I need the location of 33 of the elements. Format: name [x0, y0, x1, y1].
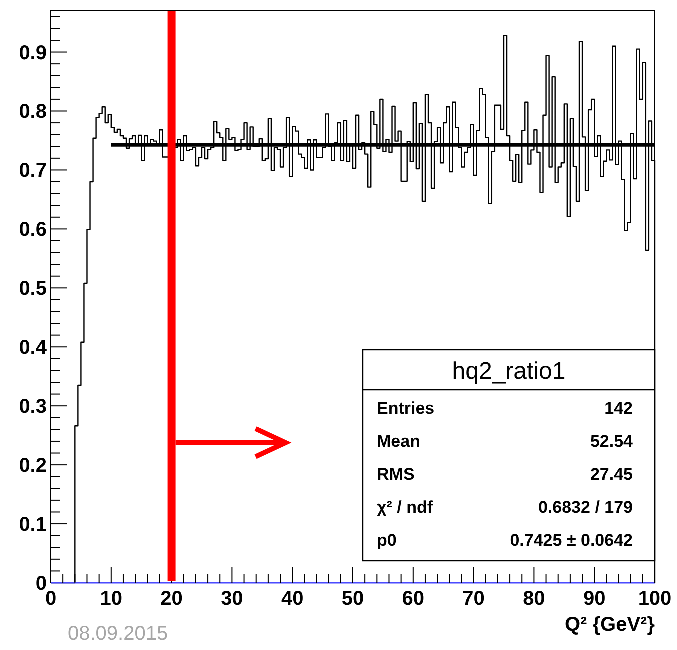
- y-tick-label: 0.1: [19, 514, 47, 536]
- y-tick-label: 0.2: [19, 455, 47, 478]
- x-tick-label: 40: [281, 588, 304, 610]
- annotation: p0: [377, 531, 397, 550]
- x-tick-label: 30: [221, 588, 244, 610]
- y-tick-label: 0.9: [19, 42, 47, 64]
- x-tick-label: 90: [583, 588, 606, 610]
- y-tick-label: 0.4: [19, 337, 48, 360]
- x-tick-label: 20: [160, 588, 183, 610]
- annotation: 52.54: [590, 432, 634, 451]
- annotation: 0.7425 ± 0.0642: [510, 531, 633, 550]
- x-tick-label: 80: [523, 588, 546, 610]
- y-tick-label: 0.8: [19, 101, 47, 124]
- x-axis-title: Q² {GeV²}: [564, 614, 656, 636]
- y-tick-label: 0: [36, 573, 47, 595]
- x-tick-label: 10: [100, 588, 123, 610]
- annotation: 0.6832 / 179: [538, 498, 633, 517]
- y-tick-label: 0.5: [19, 278, 47, 300]
- annotation: χ² / ndf: [377, 498, 434, 517]
- annotation: hq2_ratio1: [452, 358, 566, 385]
- x-tick-label: 70: [462, 588, 485, 610]
- annotation: 27.45: [590, 465, 633, 484]
- annotation: Mean: [377, 432, 420, 451]
- y-tick-label: 0.3: [19, 396, 47, 418]
- x-tick-label: 50: [342, 588, 364, 610]
- y-tick-label: 0.6: [19, 219, 47, 242]
- y-tick-label: 0.7: [19, 160, 47, 182]
- annotation: Entries: [377, 399, 435, 418]
- x-tick-label: 60: [402, 588, 425, 610]
- annotation: 142: [604, 399, 633, 418]
- text: 08.09.2015: [68, 623, 168, 645]
- annotation: RMS: [377, 465, 415, 484]
- x-tick-label: 100: [638, 588, 672, 610]
